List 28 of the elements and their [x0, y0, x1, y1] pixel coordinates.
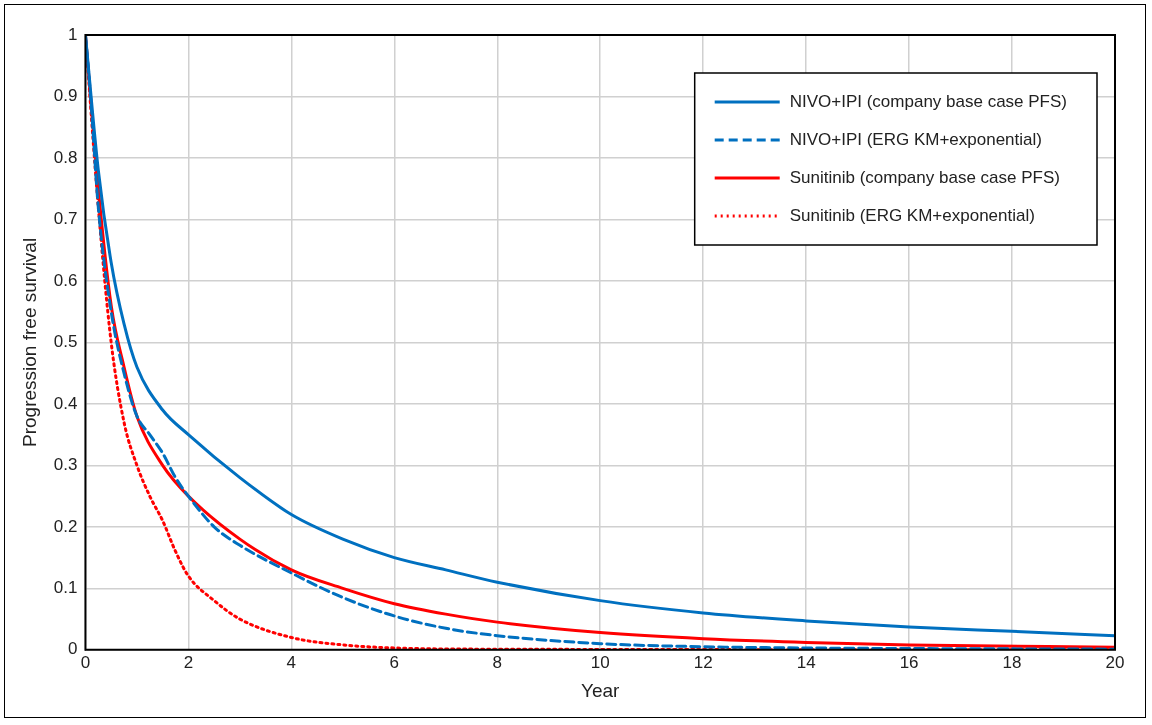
y-tick-label: 0.4: [53, 393, 78, 413]
y-tick-label: 0.2: [53, 516, 78, 536]
x-tick-label: 4: [286, 652, 297, 672]
x-tick-label: 2: [183, 652, 194, 672]
x-tick-label: 14: [796, 652, 816, 672]
y-tick-label: 0.8: [53, 147, 78, 167]
x-tick-label: 0: [80, 652, 91, 672]
x-tick-label: 16: [899, 652, 919, 672]
legend-label: Sunitinib (company base case PFS): [789, 167, 1060, 187]
y-axis-title: Progression free survival: [18, 237, 40, 447]
y-tick-label: 0.7: [53, 209, 78, 229]
x-tick-label: 12: [693, 652, 713, 672]
x-tick-label: 20: [1105, 652, 1125, 672]
y-tick-label: 0.9: [53, 86, 78, 106]
x-tick-label: 8: [492, 652, 502, 672]
legend-label: NIVO+IPI (company base case PFS): [789, 91, 1068, 111]
x-tick-label: 18: [1002, 652, 1022, 672]
legend-label: NIVO+IPI (ERG KM+exponential): [789, 129, 1042, 149]
y-tick-label: 1: [67, 24, 78, 44]
x-tick-label: 10: [590, 652, 610, 672]
y-tick-label: 0: [67, 639, 78, 659]
x-tick-label: 6: [389, 652, 400, 672]
x-axis-title: Year: [581, 679, 621, 701]
y-tick-label: 0.6: [53, 270, 78, 290]
y-tick-label: 0.1: [53, 578, 78, 598]
y-tick-label: 0.5: [53, 332, 78, 352]
y-tick-label: 0.3: [53, 455, 78, 475]
legend-label: Sunitinib (ERG KM+exponential): [789, 205, 1035, 225]
